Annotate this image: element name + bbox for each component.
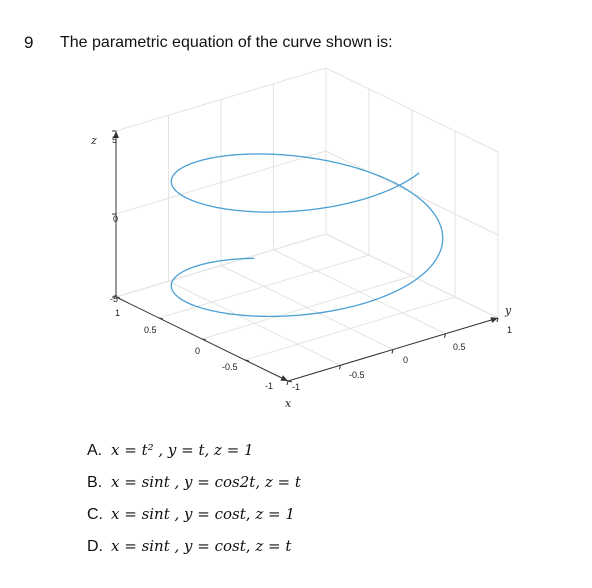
x-tick-0: 0	[195, 346, 200, 356]
floor-grid-line	[168, 280, 341, 366]
answer-options: A. x = t² , y = t, z = 1 B. x = sint , y =…	[87, 440, 301, 568]
option-d[interactable]: D. x = sint , y = cost, z = t	[87, 536, 301, 568]
question-text: The parametric equation of the curve sho…	[60, 34, 393, 51]
x-tick-1: 1	[115, 308, 120, 318]
z-axis-label: z	[90, 134, 97, 147]
y-tick-0: 0	[403, 355, 408, 365]
x-tick-mark	[287, 380, 293, 383]
x-tick-neg0.5: -0.5	[222, 362, 238, 372]
y-tick-mark	[496, 317, 499, 323]
y-tick-mark	[391, 349, 394, 354]
z-tick-5: 5	[112, 135, 117, 145]
helix-plot: 5 0 -5 1 0.5 0 -0.5 -1 -1 -0.5 0 0.5 1 z…	[90, 67, 512, 410]
y-tick-mark	[444, 333, 446, 338]
option-equation: x = sint , y = cos2t, z = t	[111, 473, 301, 491]
option-b[interactable]: B. x = sint , y = cos2t, z = t	[87, 472, 301, 504]
y-tick-mark	[339, 365, 341, 370]
floor-grid-line	[220, 265, 394, 350]
y-tick-neg1: -1	[292, 382, 300, 392]
y-axis-label: y	[504, 304, 512, 317]
option-a[interactable]: A. x = t² , y = t, z = 1	[87, 440, 301, 472]
option-letter: A.	[87, 442, 103, 459]
y-tick-neg0.5: -0.5	[349, 370, 365, 380]
y-tick-mark	[286, 380, 289, 386]
tick-labels: 5 0 -5 1 0.5 0 -0.5 -1 -1 -0.5 0 0.5 1 z…	[90, 134, 512, 410]
back-wall-grid-line	[115, 233, 327, 298]
z-tick-neg5: -5	[110, 294, 118, 304]
x-axis-arrow	[280, 375, 288, 381]
option-equation: x = sint , y = cost, z = t	[111, 537, 292, 555]
x-tick-neg1: -1	[265, 381, 273, 391]
x-tick-mark	[158, 317, 164, 320]
question-number: 9	[24, 33, 34, 52]
y-axis-arrow	[490, 317, 498, 323]
side-wall-grid-line	[325, 67, 499, 153]
y-tick-0.5: 0.5	[453, 342, 466, 352]
option-letter: D.	[87, 538, 103, 555]
x-tick-mark	[115, 296, 121, 299]
option-equation: x = sint , y = cost, z = 1	[111, 505, 295, 523]
z-tick-0: 0	[113, 214, 118, 224]
x-tick-0.5: 0.5	[144, 325, 157, 335]
z-axis-arrow	[113, 131, 119, 138]
y-tick-1: 1	[507, 325, 512, 335]
option-letter: C.	[87, 506, 103, 523]
x-axis-label: x	[285, 397, 292, 410]
helix-curve	[170, 153, 444, 318]
option-c[interactable]: C. x = sint , y = cost, z = 1	[87, 504, 301, 536]
helix-series-line	[170, 153, 444, 318]
side-wall-grid-line	[325, 233, 499, 319]
option-equation: x = t² , y = t, z = 1	[111, 441, 254, 459]
floor-grid-line	[273, 249, 446, 335]
option-letter: B.	[87, 474, 103, 491]
back-wall-grid-line	[115, 150, 327, 215]
x-tick-mark	[201, 338, 207, 341]
back-wall-grid-line	[115, 67, 327, 132]
plot-axes	[112, 130, 499, 386]
x-tick-mark	[244, 359, 250, 362]
